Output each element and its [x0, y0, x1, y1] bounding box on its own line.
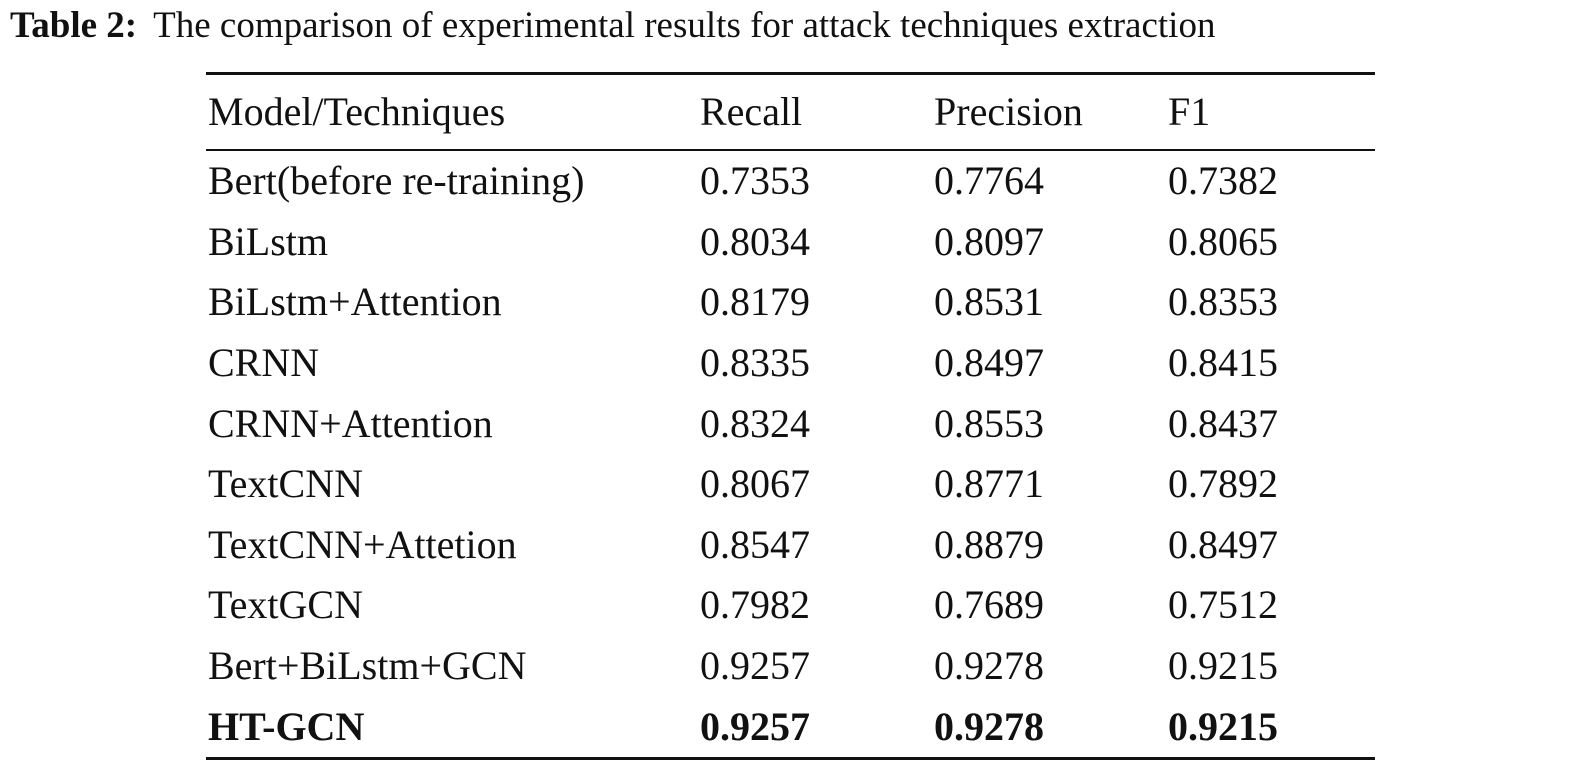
cell-recall: 0.7982 [700, 582, 810, 628]
cell-recall: 0.9257 [700, 643, 810, 689]
table-row: CRNN+Attention 0.8324 0.8553 0.8437 [206, 393, 1375, 454]
cell-precision: 0.8771 [934, 461, 1044, 507]
header-precision: Precision [934, 89, 1083, 134]
table-caption: Table 2: The comparison of experimental r… [10, 2, 1580, 50]
table-caption-label: Table 2: [10, 5, 138, 46]
table-row: CRNN 0.8335 0.8497 0.8415 [206, 333, 1375, 394]
cell-model: BiLstm+Attention [208, 279, 502, 325]
cell-precision: 0.8531 [934, 279, 1044, 325]
cell-precision: 0.8879 [934, 521, 1044, 567]
cell-recall: 0.9257 [700, 703, 810, 749]
table-header-row: Model/Techniques Recall Precision F1 [206, 75, 1375, 149]
cell-f1: 0.9215 [1168, 643, 1278, 689]
cell-precision: 0.9278 [934, 703, 1044, 749]
table-header-rule [206, 149, 1375, 151]
cell-model: TextCNN+Attetion [208, 521, 517, 567]
cell-f1: 0.8415 [1168, 340, 1278, 386]
table-top-rule [206, 72, 1375, 75]
cell-precision: 0.7689 [934, 582, 1044, 628]
table-row: Bert+BiLstm+GCN 0.9257 0.9278 0.9215 [206, 636, 1375, 697]
cell-recall: 0.7353 [700, 158, 810, 204]
cell-precision: 0.7764 [934, 158, 1044, 204]
cell-model: BiLstm [208, 218, 329, 264]
results-table-container: Model/Techniques Recall Precision F1 Ber… [206, 72, 1375, 760]
cell-recall: 0.8179 [700, 279, 810, 325]
cell-recall: 0.8034 [700, 218, 810, 264]
header-f1: F1 [1168, 89, 1211, 134]
cell-recall: 0.8324 [700, 400, 810, 446]
table-row: Bert(before re-training) 0.7353 0.7764 0… [206, 151, 1375, 212]
results-table-body: Bert(before re-training) 0.7353 0.7764 0… [206, 151, 1375, 757]
header-model: Model/Techniques [208, 89, 506, 134]
cell-precision: 0.8097 [934, 218, 1044, 264]
cell-f1: 0.9215 [1168, 703, 1278, 749]
table-row: TextCNN 0.8067 0.8771 0.7892 [206, 454, 1375, 515]
cell-model: TextGCN [208, 582, 363, 628]
cell-model: CRNN [208, 340, 320, 386]
cell-model: HT-GCN [208, 703, 365, 749]
table-row: BiLstm+Attention 0.8179 0.8531 0.8353 [206, 272, 1375, 333]
table-row-best: HT-GCN 0.9257 0.9278 0.9215 [206, 696, 1375, 757]
cell-recall: 0.8547 [700, 521, 810, 567]
cell-model: Bert(before re-training) [208, 158, 585, 204]
cell-model: TextCNN [208, 461, 363, 507]
table-row: BiLstm 0.8034 0.8097 0.8065 [206, 212, 1375, 273]
table-row: TextCNN+Attetion 0.8547 0.8879 0.8497 [206, 515, 1375, 576]
cell-f1: 0.8497 [1168, 521, 1278, 567]
cell-precision: 0.9278 [934, 643, 1044, 689]
cell-f1: 0.7512 [1168, 582, 1278, 628]
cell-f1: 0.8065 [1168, 218, 1278, 264]
results-table: Model/Techniques Recall Precision F1 [206, 75, 1375, 149]
cell-f1: 0.7892 [1168, 461, 1278, 507]
cell-model: Bert+BiLstm+GCN [208, 643, 527, 689]
cell-f1: 0.8437 [1168, 400, 1278, 446]
cell-precision: 0.8497 [934, 340, 1044, 386]
table-row: TextGCN 0.7982 0.7689 0.7512 [206, 575, 1375, 636]
header-recall: Recall [700, 89, 803, 134]
table-caption-text: The comparison of experimental results f… [153, 5, 1216, 46]
cell-precision: 0.8553 [934, 400, 1044, 446]
table-bottom-rule [206, 756, 1375, 760]
cell-model: CRNN+Attention [208, 400, 493, 446]
cell-f1: 0.8353 [1168, 279, 1278, 325]
cell-recall: 0.8067 [700, 461, 810, 507]
cell-f1: 0.7382 [1168, 158, 1278, 204]
cell-recall: 0.8335 [700, 340, 810, 386]
